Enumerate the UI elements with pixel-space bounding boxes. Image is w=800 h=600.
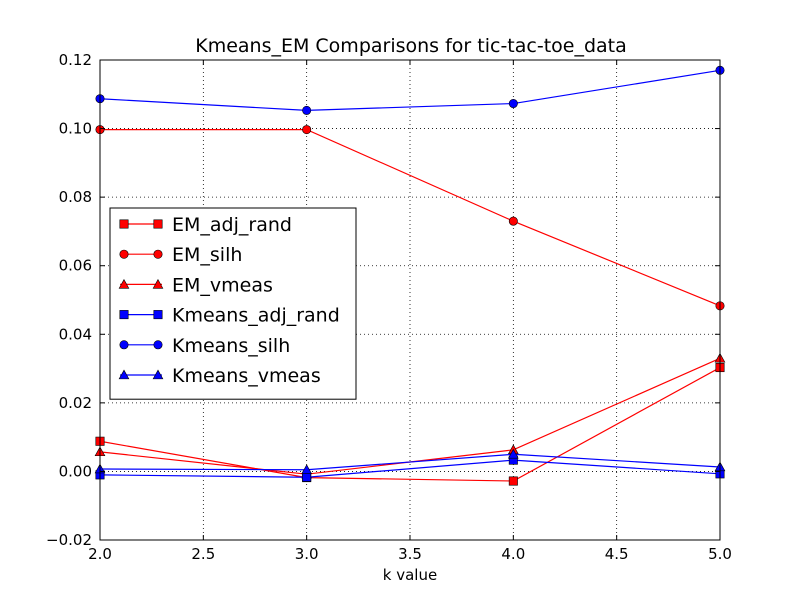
y-tick-label: 0.10 [59,120,92,138]
legend-marker [118,278,130,289]
data-point [301,464,313,474]
data-point [302,472,312,482]
legend-marker [153,219,163,229]
legend-label: EM_silh [172,244,242,266]
legend-marker [118,369,130,380]
grid [100,60,720,540]
legend-marker [152,369,164,380]
legend: EM_adj_rand EM_silh EM_vmeas Kmeans_adj_ran… [109,207,357,400]
series-Kmeans_vmeas [94,448,726,474]
data-point [508,99,518,109]
legend-item: EM_silh [119,244,242,266]
series-EM_silh [95,125,725,311]
x-tick-label: 4.0 [501,545,525,563]
legend-marker [153,249,163,259]
legend-item: Kmeans_vmeas [118,365,321,387]
x-tick-label: 4.5 [605,545,629,563]
data-point [508,216,518,226]
x-tick-label: 3.5 [398,545,422,563]
legend-marker [119,249,129,259]
data-point [508,476,518,486]
legend-label: Kmeans_silh [172,335,290,357]
y-tick-label: −0.02 [46,531,92,549]
legend-marker [119,219,129,229]
series-line [100,129,721,307]
x-tick-label: 2.0 [88,545,112,563]
legend-marker [119,310,129,320]
y-tick-label: 0.06 [59,257,92,275]
series-line [99,69,721,112]
data-point [302,125,312,135]
legend-label: Kmeans_vmeas [172,365,321,387]
y-tick-label: 0.12 [59,51,92,69]
series-line [99,453,721,471]
data-point [507,448,519,459]
x-tick-label: 3.0 [295,545,319,563]
y-tick-label: 0.08 [59,188,92,206]
legend-item: EM_vmeas [118,274,273,296]
chart-title: Kmeans_EM Comparisons for tic-tac-toe_da… [195,35,627,57]
axis-ticks: 2.0 2.5 3.0 3.5 4.0 4.5 5.0 −0.02 0.00 0.02 0.04 0.… [46,51,732,563]
series-line [99,459,721,478]
x-tick-label: 5.0 [708,545,732,563]
legend-marker [119,340,129,350]
y-tick-label: 0.02 [59,394,92,412]
series-line [99,367,721,482]
legend-marker [153,310,163,320]
legend-label: Kmeans_adj_rand [172,305,340,327]
y-tick-label: 0.00 [59,462,92,480]
legend-label: EM_adj_rand [172,214,292,236]
legend-box [109,207,357,400]
data-point [302,105,312,115]
legend-item: EM_adj_rand [119,214,292,236]
series-Kmeans_adj_rand [95,455,725,482]
legend-item: Kmeans_adj_rand [119,305,340,327]
legend-marker [153,340,163,350]
x-axis-label: k value [383,566,437,584]
y-tick-label: 0.04 [59,325,92,343]
legend-label: EM_vmeas [172,274,273,296]
series-Kmeans_silh [95,65,725,115]
legend-marker [152,278,164,289]
legend-item: Kmeans_silh [119,335,290,357]
x-tick-label: 2.5 [191,545,215,563]
